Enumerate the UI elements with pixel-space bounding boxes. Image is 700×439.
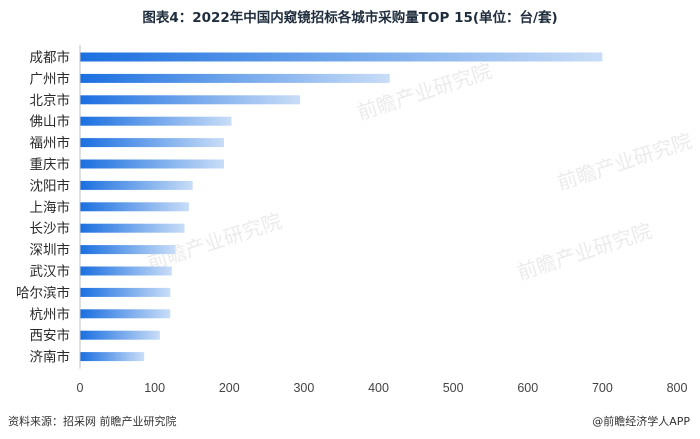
category-label: 杭州市	[30, 306, 71, 323]
category-label: 上海市	[30, 199, 71, 216]
x-tick-label: 500	[443, 381, 464, 395]
bar	[80, 95, 301, 105]
bar	[80, 352, 145, 362]
bar	[80, 223, 185, 233]
bar	[80, 287, 171, 297]
x-tick-label: 0	[77, 381, 84, 395]
x-axis-ticks: 0 100 200 300 400 500 600 700 800	[77, 381, 688, 395]
bar	[80, 330, 160, 340]
x-tick-label: 100	[144, 381, 165, 395]
bar	[80, 266, 172, 276]
category-label: 佛山市	[30, 113, 71, 130]
category-label: 长沙市	[30, 220, 71, 237]
x-tick-label: 700	[592, 381, 613, 395]
category-label: 深圳市	[30, 242, 71, 259]
category-label: 广州市	[30, 70, 71, 87]
watermark-text: 前瞻产业研究院	[514, 219, 655, 285]
category-label: 哈尔滨市	[16, 284, 70, 301]
brand-note: @前瞻经济学人APP	[592, 415, 690, 428]
category-label: 北京市	[30, 92, 71, 109]
bar	[80, 309, 171, 319]
x-tick-label: 200	[219, 381, 240, 395]
category-label: 武汉市	[30, 263, 71, 280]
category-label: 济南市	[30, 349, 71, 366]
watermark-text: 前瞻产业研究院	[554, 129, 695, 195]
watermark-text: 前瞻产业研究院	[354, 59, 495, 125]
bar	[80, 202, 189, 212]
category-label: 成都市	[30, 49, 71, 66]
category-label: 福州市	[30, 135, 71, 152]
x-tick-label: 600	[517, 381, 538, 395]
category-label: 西安市	[30, 327, 71, 344]
bar	[80, 73, 390, 83]
category-label: 沈阳市	[30, 177, 71, 194]
x-tick-label: 300	[293, 381, 314, 395]
category-label: 重庆市	[30, 156, 71, 173]
bar	[80, 52, 603, 62]
bar	[80, 159, 225, 169]
x-tick-label: 800	[667, 381, 688, 395]
bar	[80, 180, 193, 190]
chart-title: 图表4：2022年中国内窥镜招标各城市采购量TOP 15(单位：台/套)	[142, 10, 558, 26]
watermark-text: 前瞻产业研究院	[144, 209, 285, 275]
bar	[80, 138, 225, 148]
bars-group	[80, 52, 603, 362]
x-tick-label: 400	[368, 381, 389, 395]
bar	[80, 116, 232, 126]
source-note: 资料来源：招采网 前瞻产业研究院	[8, 415, 177, 428]
bar	[80, 245, 176, 255]
category-labels: 成都市广州市北京市佛山市福州市重庆市沈阳市上海市长沙市深圳市武汉市哈尔滨市杭州市…	[16, 49, 70, 366]
